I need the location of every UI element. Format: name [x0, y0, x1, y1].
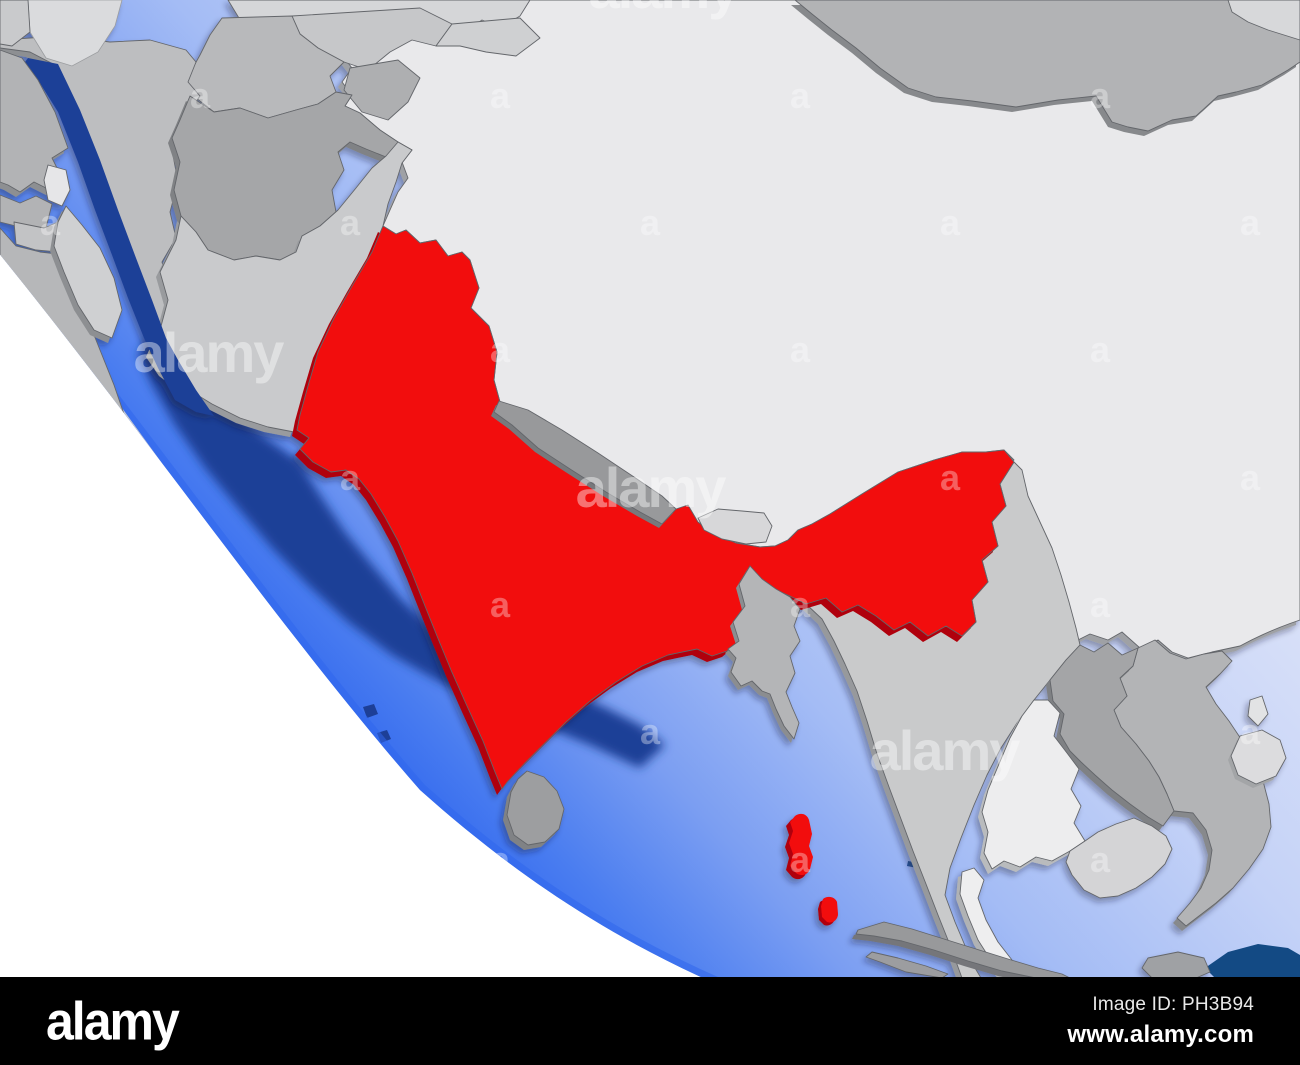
watermark-letter: a [1240, 457, 1261, 498]
watermark-letter: a [490, 839, 511, 880]
watermark-letter: a [190, 839, 211, 880]
persian-gulf [22, 58, 214, 416]
watermark-letter: a [1090, 839, 1111, 880]
credit-info: Image ID: PH3B94 www.alamy.com [1067, 994, 1254, 1049]
watermark-brand: alamy [576, 456, 727, 519]
alamy-url: www.alamy.com [1067, 1020, 1254, 1048]
sumatra [1205, 944, 1300, 978]
watermark-brand: alamy [870, 719, 1021, 782]
watermark-letter: a [490, 329, 511, 370]
watermark-letter: a [1090, 329, 1111, 370]
watermark-letter: a [640, 202, 661, 243]
watermark-letter: a [940, 457, 961, 498]
alamy-logo: alamy [46, 990, 180, 1052]
arabian-sea-farside [138, 335, 665, 768]
watermark-letter: a [40, 457, 61, 498]
watermark-brand: alamy [589, 0, 740, 20]
watermark-letter: a [340, 711, 361, 752]
watermark-letter: a [790, 75, 811, 116]
watermark-letter: a [790, 839, 811, 880]
watermark-letter: a [490, 75, 511, 116]
watermark-letter: a [640, 711, 661, 752]
watermark-brand: alamy [134, 321, 285, 384]
watermark-grid: a a a a a a a a a a a a a a a a a a a a … [40, 0, 1261, 880]
image-id-label: Image ID: PH3B94 [1092, 993, 1254, 1015]
watermark-letter: a [1240, 202, 1261, 243]
watermark-letter: a [1090, 75, 1111, 116]
watermark-letter: a [340, 202, 361, 243]
lakshadweep-island [363, 704, 378, 718]
watermark-letter: a [490, 584, 511, 625]
watermark-letter: a [40, 711, 61, 752]
watermark-letter: a [790, 584, 811, 625]
watermark-letter: a [340, 457, 361, 498]
watermark-letter: a [190, 75, 211, 116]
watermark-letter: a [190, 584, 211, 625]
watermark-letter: a [1090, 584, 1111, 625]
watermark-letter: a [940, 202, 961, 243]
watermark-letter: a [790, 329, 811, 370]
watermark-letter: a [40, 202, 61, 243]
credit-bar: alamy Image ID: PH3B94 www.alamy.com [0, 977, 1300, 1065]
watermark-letter: a [1240, 711, 1261, 752]
landmasses [0, 0, 1300, 983]
